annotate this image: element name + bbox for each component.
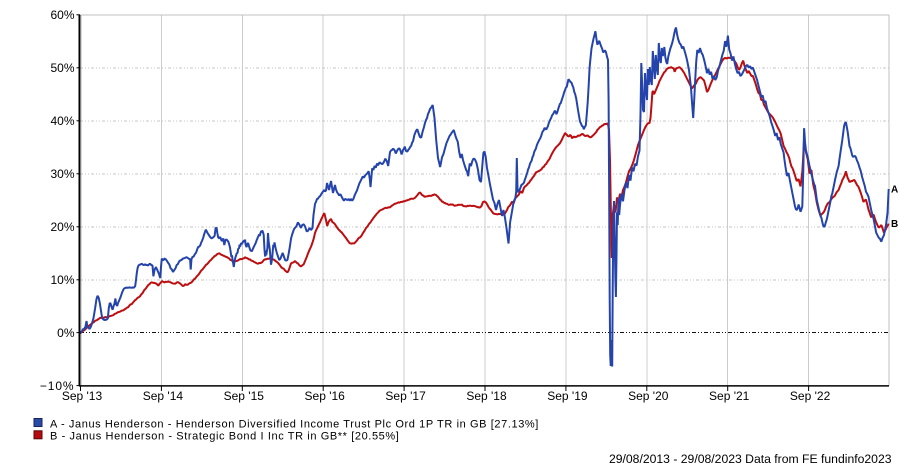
svg-text:50%: 50% <box>50 61 74 75</box>
svg-text:Sep '18: Sep '18 <box>466 389 507 403</box>
svg-text:Sep '14: Sep '14 <box>143 389 184 403</box>
svg-text:30%: 30% <box>50 167 74 181</box>
svg-text:Sep '20: Sep '20 <box>628 389 669 403</box>
svg-text:−10%: −10% <box>40 379 75 393</box>
svg-text:0%: 0% <box>57 326 75 340</box>
svg-text:A - Janus Henderson - Henderso: A - Janus Henderson - Henderson Diversif… <box>50 418 539 430</box>
svg-text:40%: 40% <box>50 114 74 128</box>
svg-text:A: A <box>891 185 898 196</box>
svg-text:Sep '17: Sep '17 <box>385 389 426 403</box>
svg-text:Sep '13: Sep '13 <box>62 389 103 403</box>
svg-text:Sep '21: Sep '21 <box>709 389 750 403</box>
svg-text:B - Janus Henderson - Strategi: B - Janus Henderson - Strategic Bond I I… <box>50 431 399 443</box>
svg-text:Sep '19: Sep '19 <box>547 389 588 403</box>
svg-text:Sep '15: Sep '15 <box>224 389 265 403</box>
svg-text:20%: 20% <box>50 220 74 234</box>
svg-text:Sep '16: Sep '16 <box>305 389 346 403</box>
svg-text:Sep '22: Sep '22 <box>790 389 831 403</box>
svg-text:29/08/2013 - 29/08/2023 Data f: 29/08/2013 - 29/08/2023 Data from FE fun… <box>609 452 892 466</box>
svg-text:60%: 60% <box>50 8 74 22</box>
svg-text:B: B <box>891 219 898 230</box>
svg-text:10%: 10% <box>50 273 74 287</box>
